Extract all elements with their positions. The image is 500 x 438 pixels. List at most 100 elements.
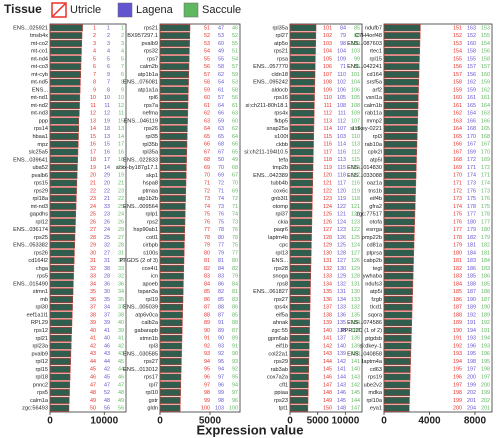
rank-label: 79 <box>340 33 346 39</box>
gene-label: tpt1 <box>279 406 288 412</box>
rank-label: 173 <box>453 196 462 202</box>
rank-label: 35 <box>90 289 96 295</box>
rank-label: 161 <box>467 95 476 101</box>
bar <box>383 179 417 187</box>
bar <box>49 327 72 335</box>
rank-label: 56 <box>104 406 110 412</box>
gene-label: rpl12 <box>36 219 48 225</box>
rank-label: 88 <box>232 320 238 326</box>
rank-label: 119 <box>337 196 346 202</box>
rank-label: 158 <box>453 80 462 86</box>
rank-label: 75 <box>204 212 210 218</box>
rank-label: 5 <box>107 56 110 62</box>
rank-label: 82 <box>204 266 210 272</box>
rank-label: 27 <box>104 250 110 256</box>
rank-label: 186 <box>453 297 462 303</box>
rank-label: 44 <box>90 359 96 365</box>
bar <box>289 272 311 280</box>
rank-label: 174 <box>481 181 490 187</box>
rank-label: 43 <box>118 351 124 357</box>
gene-label: mt-nd2 <box>31 103 48 109</box>
rank-label: 164 <box>481 103 490 109</box>
rank-label: 202 <box>467 390 476 396</box>
bar <box>289 202 313 210</box>
rank-label: 123 <box>337 227 346 233</box>
rank-label: 154 <box>481 41 490 47</box>
bar <box>383 233 415 241</box>
rank-label: 75 <box>218 219 224 225</box>
gene-label: stmn1b <box>140 336 158 342</box>
gene-label: otomp <box>272 204 288 210</box>
rank-label: 63 <box>204 118 210 124</box>
rank-label: 192 <box>467 312 476 318</box>
bar <box>49 171 78 179</box>
rank-label: 196 <box>467 343 476 349</box>
gene-label: mt-nd3 <box>31 204 48 210</box>
gene-label: rtec1 <box>370 49 382 55</box>
gene-label: rps7 <box>147 56 158 62</box>
rank-label: 9 <box>121 87 124 93</box>
rank-label: 200 <box>453 406 462 412</box>
bar <box>159 311 183 319</box>
bar <box>159 63 190 71</box>
bar <box>159 396 181 404</box>
rank-label: 78 <box>204 235 210 241</box>
legend-swatch <box>117 2 133 18</box>
gene-label: rpl13 <box>276 250 288 256</box>
gene-label: ENS...042389 <box>253 173 288 179</box>
rank-label: 79 <box>204 243 210 249</box>
rank-label: 19 <box>104 118 110 124</box>
rank-label: 190 <box>453 328 462 334</box>
rank-label: 10 <box>118 95 124 101</box>
rank-label: 53 <box>232 80 238 86</box>
rank-label: 73 <box>218 204 224 210</box>
gene-label: atp1a1a <box>138 87 159 93</box>
gene-label: rpl6 <box>149 95 158 101</box>
rank-label: 153 <box>453 41 462 47</box>
rank-label: 144 <box>323 359 332 365</box>
gene-label: rab10a <box>365 142 383 148</box>
bar <box>289 78 316 86</box>
rank-label: 7 <box>107 80 110 86</box>
rank-label: 32 <box>90 266 96 272</box>
rank-label: 73 <box>232 219 238 225</box>
rank-label: 155 <box>467 56 476 62</box>
rank-label: 127 <box>337 258 346 264</box>
gene-label: ENS...087603 <box>347 41 382 47</box>
rank-label: 63 <box>232 111 238 117</box>
rank-label: 98 <box>340 41 346 47</box>
rank-label: 23 <box>118 188 124 194</box>
rank-label: 163 <box>453 118 462 124</box>
rank-label: 149 <box>323 398 332 404</box>
rank-label: 123 <box>351 219 360 225</box>
rank-label: 7 <box>93 72 96 78</box>
rank-label: 188 <box>467 281 476 287</box>
rank-label: 34 <box>118 289 124 295</box>
rank-label: 113 <box>323 118 332 124</box>
rank-label: 54 <box>204 49 210 55</box>
rank-label: 193 <box>481 343 490 349</box>
rank-label: 152 <box>467 33 476 39</box>
gene-label: pvalb6 <box>32 173 48 179</box>
rank-label: 34 <box>104 305 110 311</box>
bar <box>383 334 412 342</box>
rank-label: 71 <box>204 181 210 187</box>
x-tick-label: 0 <box>47 416 53 427</box>
rank-label: 54 <box>232 56 238 62</box>
bar <box>159 288 184 296</box>
bar <box>383 350 412 358</box>
gene-label: pvalb9 <box>142 41 158 47</box>
bar <box>289 133 314 141</box>
rank-label: 5 <box>121 56 124 62</box>
rank-label: 10 <box>90 95 96 101</box>
rank-label: 5 <box>93 56 96 62</box>
rank-label: 109 <box>323 87 332 93</box>
rank-label: 179 <box>481 235 490 241</box>
rank-label: 187 <box>467 289 476 295</box>
rank-label: 199 <box>481 390 490 396</box>
gene-label: rpsa <box>277 56 289 62</box>
gene-label: BX957297.1 <box>127 33 158 39</box>
rank-label: 48 <box>104 398 110 404</box>
bar <box>49 101 80 109</box>
rank-label: 142 <box>351 382 360 388</box>
